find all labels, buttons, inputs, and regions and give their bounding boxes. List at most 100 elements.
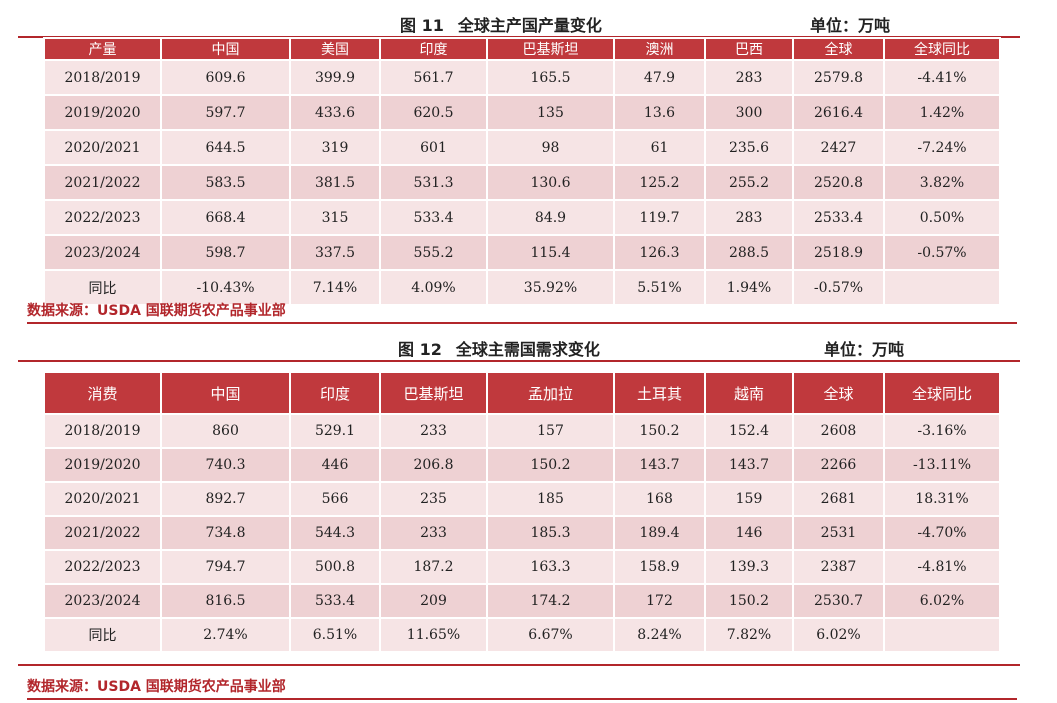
table-cell: 119.7 bbox=[613, 199, 706, 236]
column-header: 产量 bbox=[43, 37, 162, 61]
column-header: 印度 bbox=[289, 371, 381, 415]
table-cell: 433.6 bbox=[289, 94, 381, 131]
table-cell: 446 bbox=[289, 447, 381, 483]
row-label-cell: 2020/2021 bbox=[43, 481, 162, 517]
table-cell: 18.31% bbox=[883, 481, 1001, 517]
table-cell: 399.9 bbox=[289, 59, 381, 96]
table-cell: 740.3 bbox=[160, 447, 291, 483]
column-header: 全球同比 bbox=[883, 371, 1001, 415]
column-header: 全球同比 bbox=[883, 37, 1001, 61]
table-row: 同比 -10.43% 7.14% 4.09% 35.92% 5.51% 1.94% -0.57… bbox=[43, 269, 1001, 306]
row-label-cell: 2018/2019 bbox=[43, 413, 162, 449]
table-cell: 1.94% bbox=[704, 269, 794, 306]
table-cell: 533.4 bbox=[289, 583, 381, 619]
table-cell: 150.2 bbox=[704, 583, 794, 619]
table-cell: 609.6 bbox=[160, 59, 291, 96]
table-cell: 6.02% bbox=[792, 617, 885, 653]
table-cell: 531.3 bbox=[379, 164, 488, 201]
table-row: 2021/2022 734.8 544.3 233 185.3 189.4 146 2531-… bbox=[43, 515, 1001, 551]
figure12-bottom-rule bbox=[18, 664, 1020, 666]
table-cell: 6.51% bbox=[289, 617, 381, 653]
table-cell: 315 bbox=[289, 199, 381, 236]
table-cell: 35.92% bbox=[486, 269, 615, 306]
table-cell: 2531 bbox=[792, 515, 885, 551]
table-cell: 185 bbox=[486, 481, 615, 517]
table-cell: -0.57% bbox=[883, 234, 1001, 271]
table-cell: 561.7 bbox=[379, 59, 488, 96]
table-cell: 2579.8 bbox=[792, 59, 885, 96]
table-cell: 2520.8 bbox=[792, 164, 885, 201]
table-cell: 174.2 bbox=[486, 583, 615, 619]
table-cell: 163.3 bbox=[486, 549, 615, 585]
table-cell: -4.70% bbox=[883, 515, 1001, 551]
table-cell: 172 bbox=[613, 583, 706, 619]
table-row: 同比 2.74% 6.51% 11.65% 6.67% 8.24% 7.82% 6.02% bbox=[43, 617, 1001, 653]
figure11-source: 数据来源：USDA 国联期货农产品事业部 bbox=[27, 298, 1017, 324]
column-header: 美国 bbox=[289, 37, 381, 61]
figure11-caption: 图 11 全球主产国产量变化 单位：万吨 bbox=[18, 6, 1020, 38]
table-cell: 860 bbox=[160, 413, 291, 449]
table-cell: 2608 bbox=[792, 413, 885, 449]
row-label-cell: 2021/2022 bbox=[43, 164, 162, 201]
table-cell: 187.2 bbox=[379, 549, 488, 585]
table-cell: 8.24% bbox=[613, 617, 706, 653]
header-row: 消费 中国 印度 巴基斯坦 孟加拉 土耳其 越南 全球 全球同比 bbox=[43, 371, 1001, 415]
table-cell: 2681 bbox=[792, 481, 885, 517]
table-cell: 115.4 bbox=[486, 234, 615, 271]
table-cell: -3.16% bbox=[883, 413, 1001, 449]
table-row: 2018/2019 609.6 399.9 561.7 165.5 47.9 283 2579… bbox=[43, 59, 1001, 96]
table-row: 2021/2022 583.5 381.5 531.3 130.6 125.2 255.2 2… bbox=[43, 164, 1001, 201]
table-cell: 2616.4 bbox=[792, 94, 885, 131]
row-label-cell: 2023/2024 bbox=[43, 583, 162, 619]
table-cell: 2530.7 bbox=[792, 583, 885, 619]
table-cell: 13.6 bbox=[613, 94, 706, 131]
table-cell: 143.7 bbox=[613, 447, 706, 483]
row-label-cell: 2018/2019 bbox=[43, 59, 162, 96]
row-label-cell: 2023/2024 bbox=[43, 234, 162, 271]
table-cell: 135 bbox=[486, 94, 615, 131]
table-cell: 152.4 bbox=[704, 413, 794, 449]
table-cell: 0.50% bbox=[883, 199, 1001, 236]
table-cell: 255.2 bbox=[704, 164, 794, 201]
table-cell: 7.82% bbox=[704, 617, 794, 653]
table-cell: 168 bbox=[613, 481, 706, 517]
table-row: 2019/2020 597.7 433.6 620.5 135 13.6 300 2616.4… bbox=[43, 94, 1001, 131]
figure12-title: 全球主需国需求变化 bbox=[455, 340, 600, 359]
table-cell: 185.3 bbox=[486, 515, 615, 551]
table-cell: 98 bbox=[486, 129, 615, 166]
table-cell: 500.8 bbox=[289, 549, 381, 585]
table-cell: 2427 bbox=[792, 129, 885, 166]
table-cell: 233 bbox=[379, 413, 488, 449]
table-cell: 2387 bbox=[792, 549, 885, 585]
table-cell: 165.5 bbox=[486, 59, 615, 96]
column-header: 澳洲 bbox=[613, 37, 706, 61]
figure11-title: 全球主产国产量变化 bbox=[457, 16, 602, 35]
column-header: 巴西 bbox=[704, 37, 794, 61]
table-cell: -13.11% bbox=[883, 447, 1001, 483]
table-cell: 143.7 bbox=[704, 447, 794, 483]
table-cell: 159 bbox=[704, 481, 794, 517]
table-cell: 47.9 bbox=[613, 59, 706, 96]
table-row: 2023/2024 598.7 337.5 555.2 115.4 126.3 288.5 2… bbox=[43, 234, 1001, 271]
figure12-source-text: 数据来源：USDA 国联期货农产品事业部 bbox=[27, 679, 286, 695]
production-table: 产量 中国 美国 印度 巴基斯坦 澳洲 巴西 全球 全球同比 2018/2019 609.6 399… bbox=[43, 37, 1001, 306]
table-cell: 2266 bbox=[792, 447, 885, 483]
column-header: 全球 bbox=[792, 37, 885, 61]
column-header: 巴基斯坦 bbox=[379, 371, 488, 415]
table-cell: -7.24% bbox=[883, 129, 1001, 166]
table-cell: 61 bbox=[613, 129, 706, 166]
table-cell: 7.14% bbox=[289, 269, 381, 306]
table-cell: 319 bbox=[289, 129, 381, 166]
table-cell: 235 bbox=[379, 481, 488, 517]
column-header: 土耳其 bbox=[613, 371, 706, 415]
figure12-unit: 单位：万吨 bbox=[824, 340, 905, 359]
table-cell: 644.5 bbox=[160, 129, 291, 166]
row-label-cell: 同比 bbox=[43, 269, 162, 306]
table-cell: 6.02% bbox=[883, 583, 1001, 619]
row-label-cell: 2022/2023 bbox=[43, 199, 162, 236]
row-label-cell: 2021/2022 bbox=[43, 515, 162, 551]
table-cell: 4.09% bbox=[379, 269, 488, 306]
table-cell: 84.9 bbox=[486, 199, 615, 236]
table-row: 2020/2021 892.7 566 235 185 168 159 2681 18.31% bbox=[43, 481, 1001, 517]
